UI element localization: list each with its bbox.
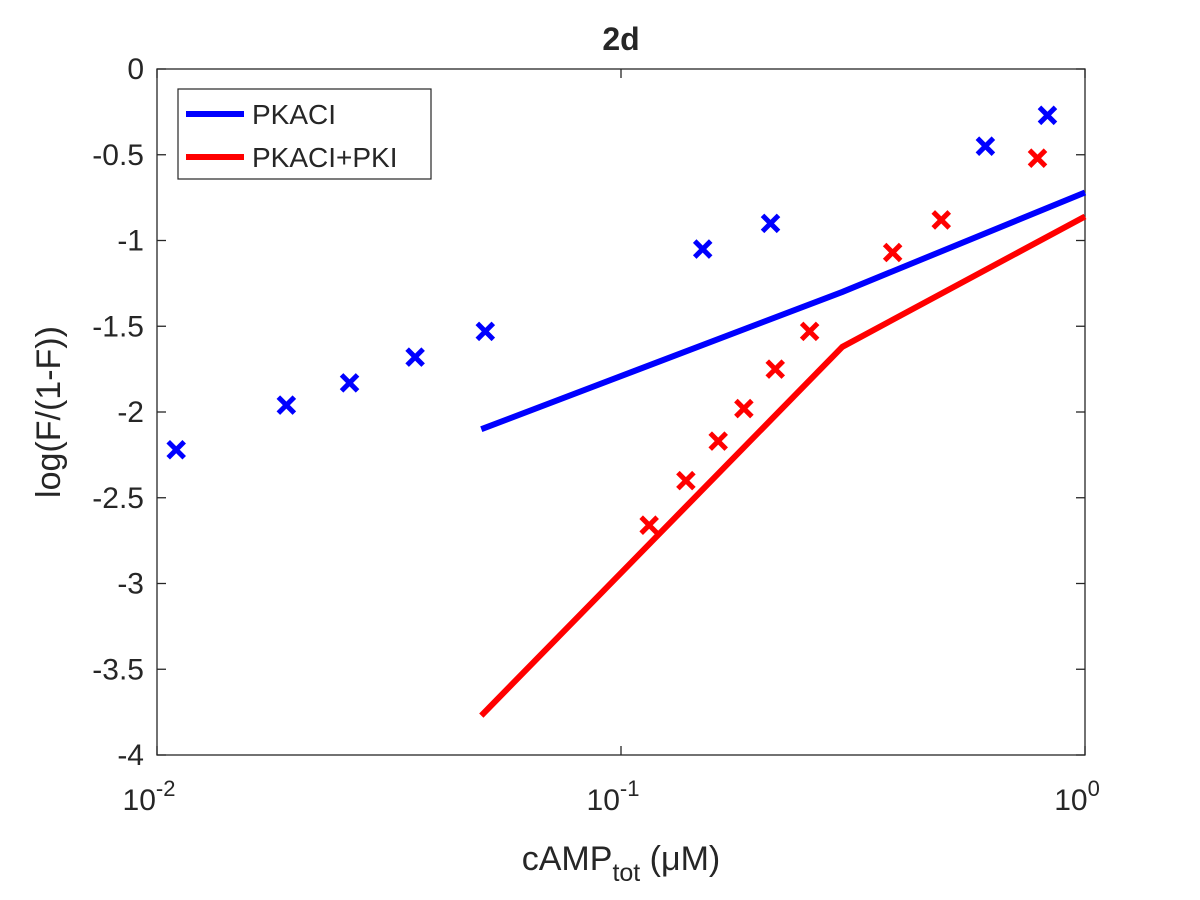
marker-stroke [1037, 105, 1058, 126]
marker-stroke [765, 359, 786, 379]
x-tick-label-base: 10 [1054, 784, 1087, 817]
data-point-marker [734, 398, 754, 419]
data-point-marker [760, 213, 781, 234]
y-tick-label: -2 [117, 396, 144, 429]
x-tick-label-exponent: -2 [156, 776, 176, 801]
x-axis-label-subscript: tot [612, 859, 640, 887]
data-point-marker [692, 239, 713, 259]
data-point-marker [931, 210, 952, 230]
data-point-marker [475, 321, 496, 342]
marker-stroke [676, 470, 696, 491]
x-tick-label: 10-2 [123, 776, 176, 817]
x-tick-label-base: 10 [123, 784, 156, 817]
data-point-marker [1027, 148, 1048, 168]
legend-label-pkaci-pki: PKACI+PKI [252, 142, 398, 173]
data-point-marker [975, 136, 996, 156]
data-point-marker [276, 395, 297, 415]
data-point-marker [166, 439, 186, 460]
x-tick-label: 10-1 [587, 776, 640, 817]
data-point-marker [639, 515, 659, 535]
data-point-marker [1037, 105, 1058, 126]
y-tick-label: -2.5 [92, 482, 144, 515]
y-tick-label: -3 [117, 568, 144, 601]
y-axis: 0 -0.5 -1 -1.5 -2 -2.5 -3 -3.5 -4 [92, 53, 1085, 772]
y-tick-label: -1 [117, 225, 144, 258]
legend-label-pkaci: PKACI [252, 99, 336, 130]
series-line-0 [480, 189, 1087, 433]
x-axis-label-main: cAMP [522, 840, 613, 878]
y-axis-label: log(F/(1-F)) [30, 326, 68, 498]
marker-stroke [639, 515, 659, 535]
y-tick-label: -0.5 [92, 139, 144, 172]
data-point-marker [708, 431, 728, 451]
marker-stroke [760, 213, 781, 234]
marker-stroke [1027, 148, 1048, 168]
series-layer [166, 105, 1087, 718]
marker-stroke [166, 439, 186, 460]
data-point-marker [676, 470, 696, 491]
chart-title: 2d [602, 21, 639, 57]
marker-stroke [276, 395, 297, 415]
marker-stroke [475, 321, 496, 342]
legend: PKACI PKACI+PKI [177, 88, 432, 180]
data-point-marker [339, 373, 360, 393]
x-axis: 10-2 10-1 100 [123, 69, 1100, 817]
x-tick-label-exponent: -1 [620, 776, 640, 801]
marker-stroke [405, 347, 425, 367]
series-line-1 [479, 213, 1087, 718]
marker-stroke [975, 136, 996, 156]
y-tick-label: -4 [117, 739, 144, 772]
y-tick-label: 0 [127, 53, 144, 86]
x-axis-label: cAMPtot (μM) [522, 840, 721, 887]
marker-stroke [692, 239, 713, 259]
marker-stroke [339, 373, 360, 393]
x-tick-label-exponent: 0 [1088, 776, 1100, 801]
x-axis-label-unit: (μM) [640, 840, 720, 878]
data-point-marker [405, 347, 425, 367]
data-point-marker [765, 359, 786, 379]
data-point-marker [799, 321, 820, 342]
y-tick-label: -3.5 [92, 653, 144, 686]
x-tick-label-base: 10 [587, 784, 620, 817]
marker-stroke [734, 398, 754, 419]
marker-stroke [882, 242, 903, 263]
data-point-marker [882, 242, 903, 263]
marker-stroke [708, 431, 728, 451]
legend-box [177, 88, 432, 180]
x-tick-label: 100 [1054, 776, 1100, 817]
marker-stroke [799, 321, 820, 342]
marker-stroke [931, 210, 952, 230]
y-tick-label: -1.5 [92, 310, 144, 343]
